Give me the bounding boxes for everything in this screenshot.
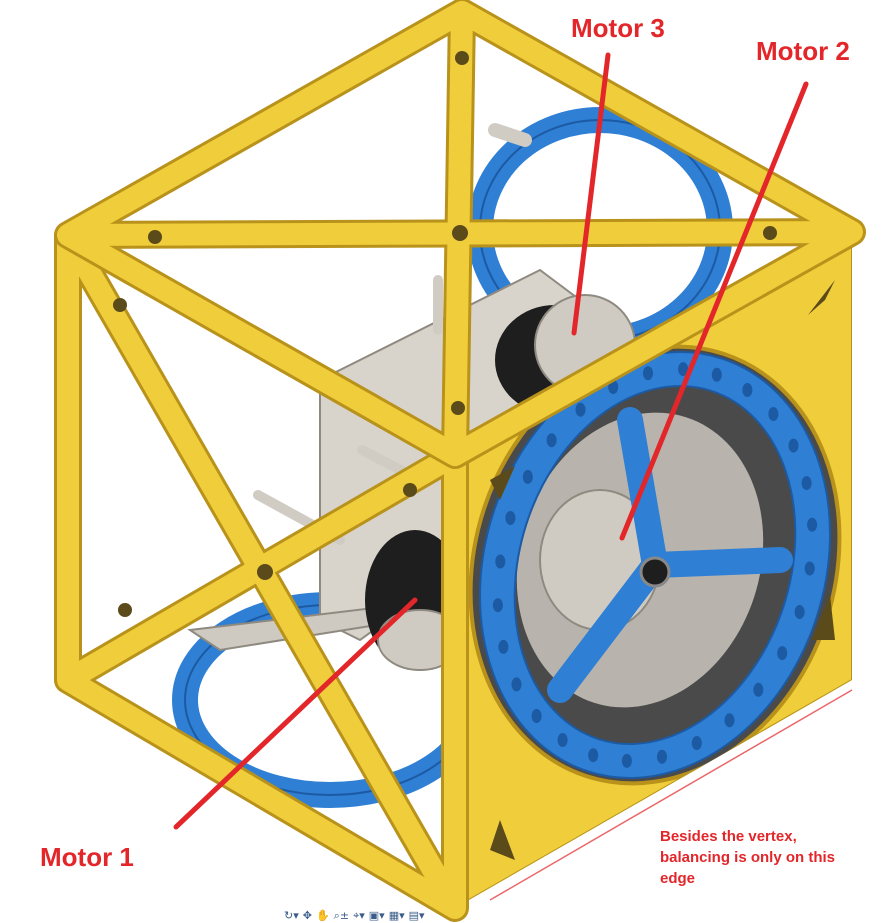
grid-icon[interactable]: ▦▾	[388, 909, 405, 922]
wheel-rim-hole	[807, 517, 818, 532]
wheel-rim-hole	[505, 511, 516, 525]
wheel-rim-hole	[531, 709, 542, 723]
annotation-pointers	[173, 52, 809, 830]
wheel-rim-hole	[801, 476, 812, 491]
wheel-rim-hole	[724, 713, 735, 728]
motor3-pointer	[571, 52, 611, 336]
viewports-icon[interactable]: ▤▾	[408, 909, 425, 922]
zoom-icon[interactable]: ⌕±	[333, 909, 350, 922]
wheel-rim-hole	[742, 383, 753, 397]
wheel-rim-hole	[511, 677, 522, 692]
wheel-rim-hole	[492, 598, 503, 613]
wheel-rim-hole	[643, 366, 653, 381]
fit-icon[interactable]: ⌖▾	[353, 909, 365, 922]
wheel-rim-hole	[621, 753, 632, 768]
pan-icon[interactable]: ✥	[302, 909, 312, 922]
wheel-rim-hole	[777, 646, 788, 661]
wheel-rim-hole	[557, 733, 568, 747]
cube-top-face	[54, 0, 866, 469]
wheel-rim-hole	[753, 682, 764, 697]
hand-icon[interactable]: ✋	[315, 909, 330, 922]
wheel-rim-hole	[588, 748, 599, 763]
wheel-rim-hole	[691, 736, 702, 750]
wheel-rim-hole	[575, 402, 586, 417]
edge-note-label: Besides the vertex, balancing is only on…	[660, 828, 836, 887]
motor2-label: Motor 2	[756, 36, 850, 66]
wheel-rim-hole	[546, 433, 557, 448]
wheel-rim-hole	[657, 749, 667, 764]
wheel-rim-hole	[768, 407, 779, 421]
motor1-label: Motor 1	[40, 842, 134, 872]
wheel-rim-hole	[788, 438, 799, 453]
wheel-rim-hole	[495, 554, 506, 569]
motor2-pointer	[619, 81, 809, 541]
motor1-pointer	[173, 597, 418, 830]
wheel-rim-hole	[522, 469, 533, 484]
orbit-icon[interactable]: ↻▾	[284, 909, 299, 922]
wheel-rim-hole	[498, 639, 509, 654]
wheel-rim-hole	[711, 367, 722, 382]
balancing-edge-highlight	[489, 689, 853, 901]
wheel-rim-hole	[794, 605, 805, 619]
wheel-rim-hole	[804, 561, 815, 576]
viewport-toolbar: ↻▾ ✥ ✋ ⌕± ⌖▾ ▣▾ ▦▾ ▤▾	[284, 909, 425, 923]
display-icon[interactable]: ▣▾	[368, 909, 385, 922]
front-wheel-hub	[639, 556, 671, 588]
motor3-label: Motor 3	[571, 13, 665, 43]
wheel-rim-hole	[678, 362, 689, 377]
